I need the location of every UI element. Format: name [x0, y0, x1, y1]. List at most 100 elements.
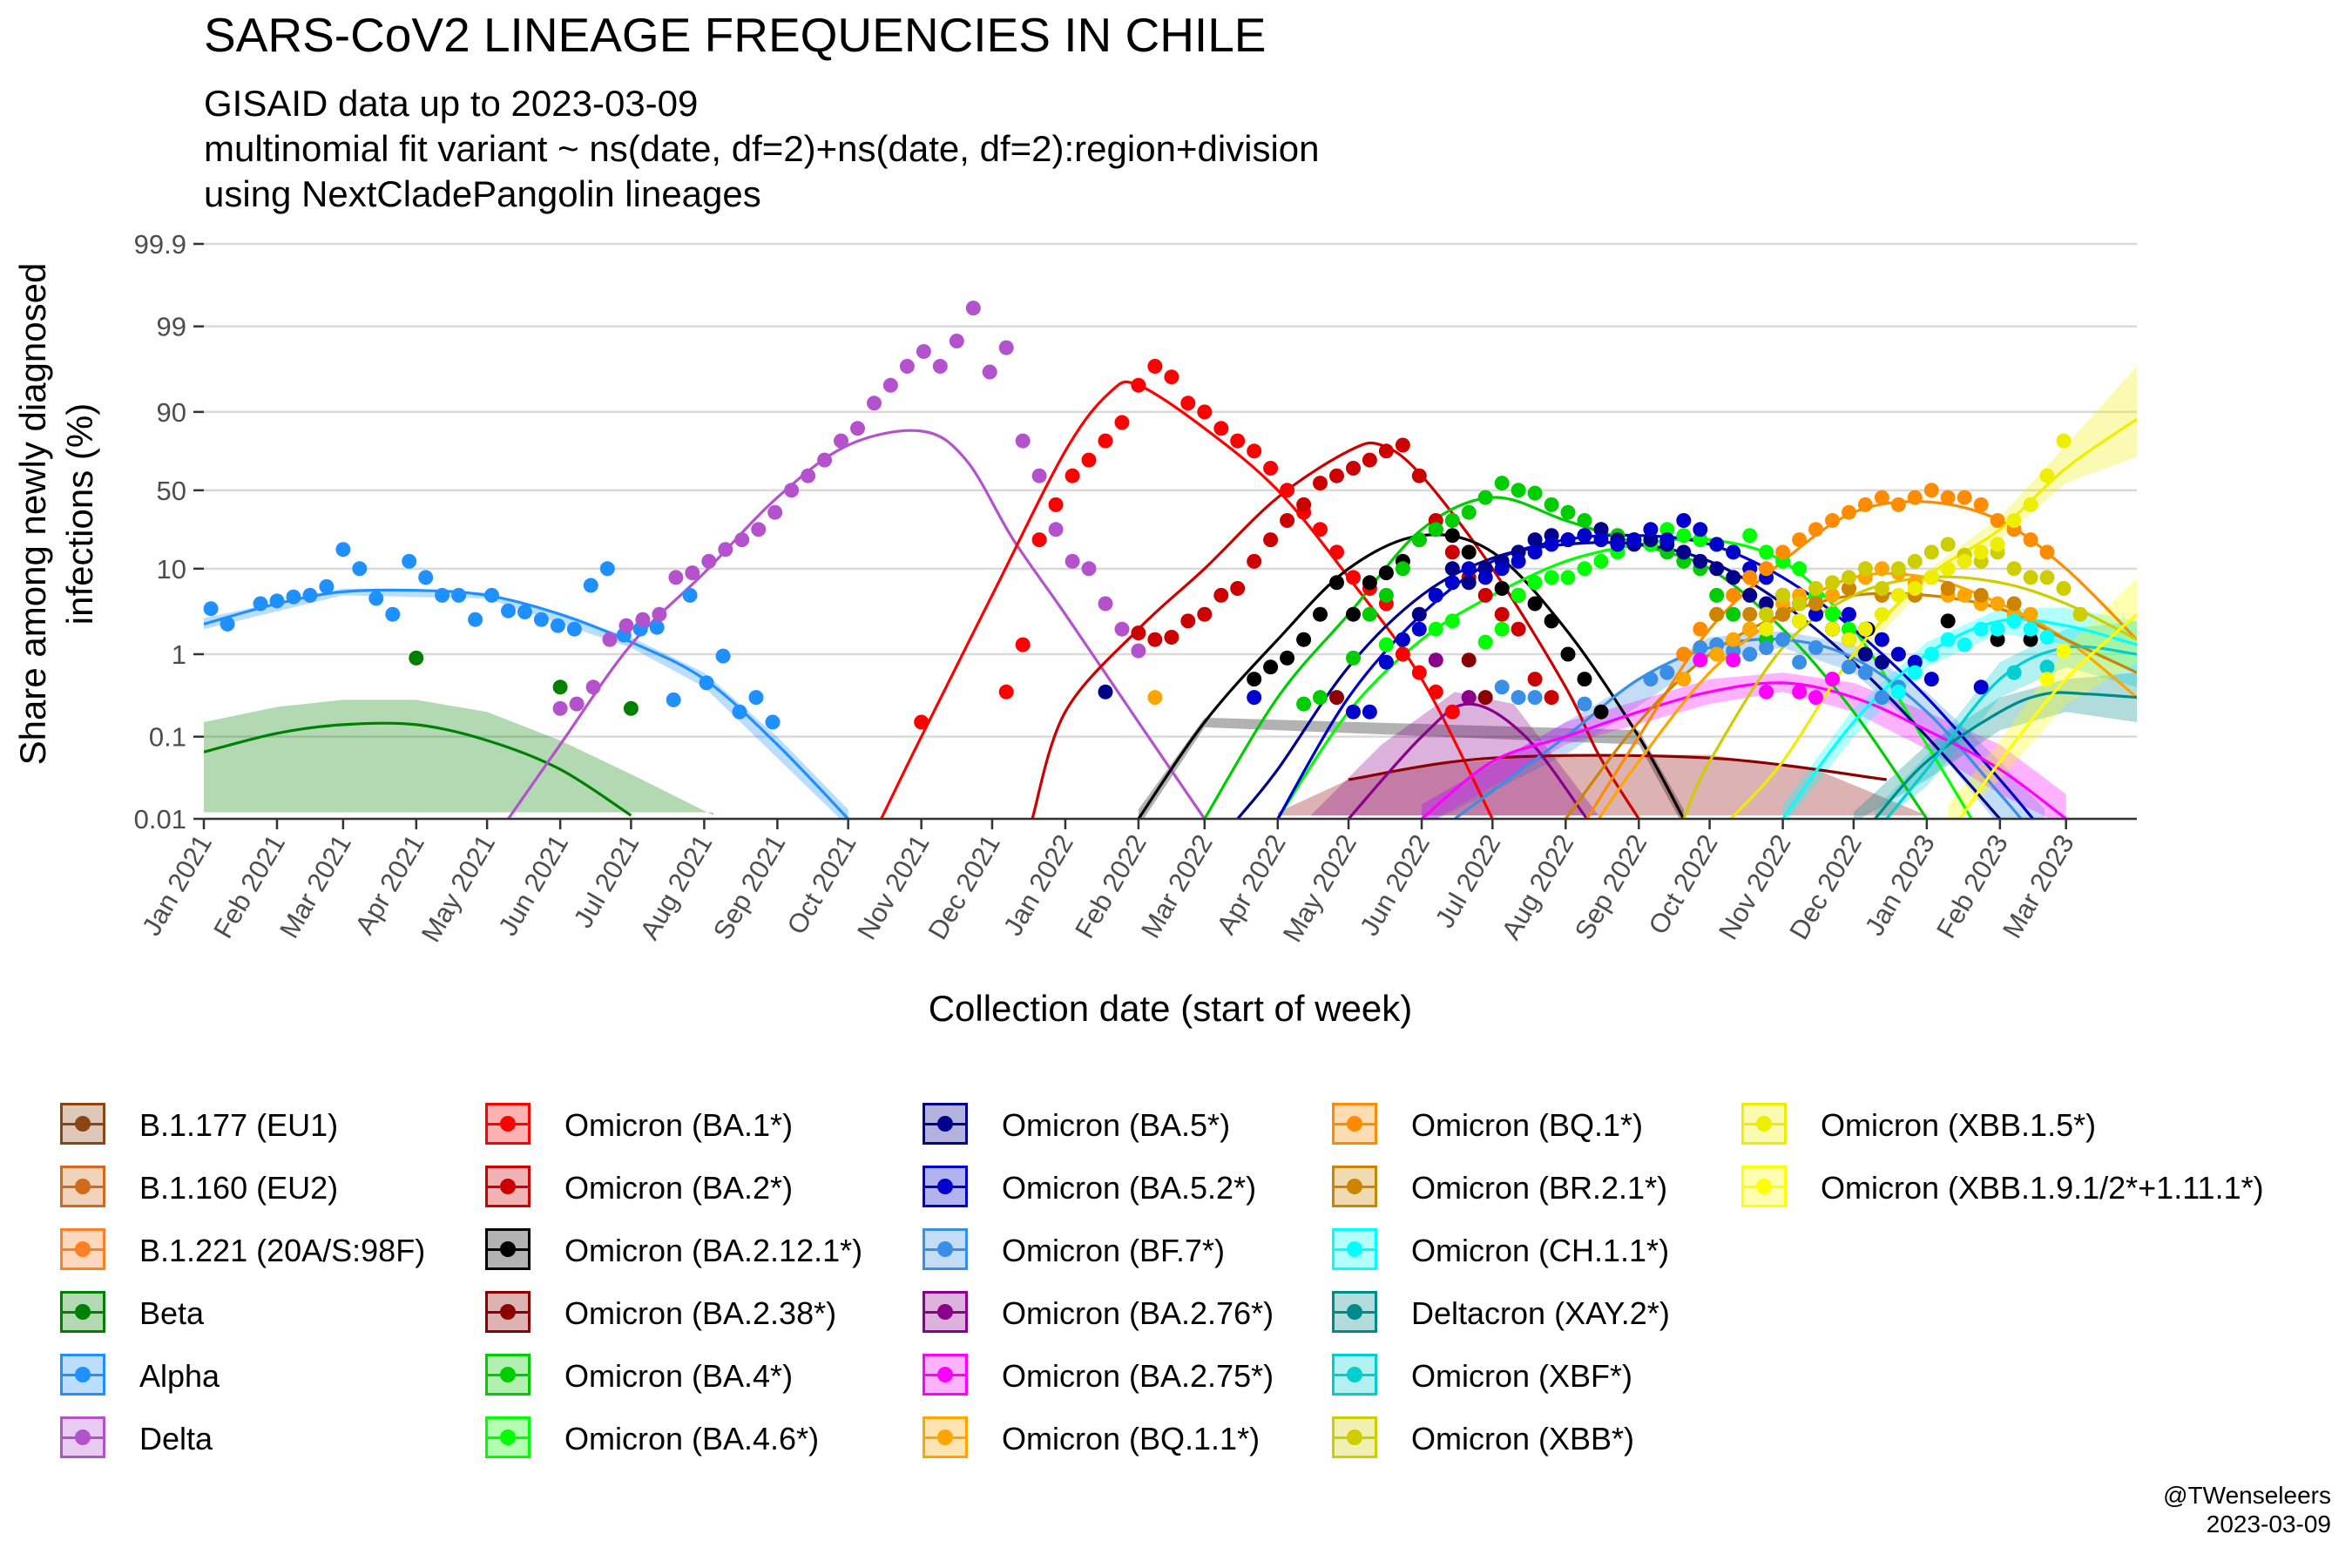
legend-item-omicron-ch-1-1: Omicron (CH.1.1*): [1329, 1225, 1669, 1277]
x-tick-label: Sep 2021: [707, 829, 792, 944]
legend-item-b-1-221-20a-s-98f: B.1.221 (20A/S:98F): [57, 1225, 425, 1277]
point-omicron-ba-2-12-1: [1494, 581, 1510, 596]
point-omicron-ch-1-1: [1907, 665, 1923, 680]
legend-label: Beta: [139, 1295, 205, 1331]
legend-item-omicron-xbf: Omicron (XBF*): [1329, 1350, 1632, 1402]
point-delta: [1048, 522, 1064, 537]
point-delta: [982, 364, 997, 380]
point-delta: [1131, 643, 1146, 659]
point-omicron-xbb: [2056, 581, 2072, 596]
point-omicron-ba-2: [1329, 468, 1344, 483]
legend-label: Omicron (BA.5*): [1002, 1107, 1231, 1143]
point-omicron-bf-7: [1775, 632, 1791, 647]
point-omicron-ba-5: [1643, 532, 1659, 548]
point-omicron-bq-1: [1726, 587, 1741, 603]
point-omicron-ba-4-6: [1742, 528, 1758, 544]
point-omicron-bq-1-1: [1742, 621, 1758, 637]
point-omicron-ba-2-12-1: [1329, 575, 1344, 591]
point-omicron-ba-2: [1313, 476, 1328, 491]
point-delta: [801, 468, 816, 483]
point-omicron-ba-2-12-1: [1940, 613, 1956, 629]
point-omicron-ba-4: [1296, 696, 1312, 712]
legend-item-omicron-ba-2-38: Omicron (BA.2.38*): [483, 1288, 836, 1340]
point-omicron-ba-5-2: [1511, 553, 1526, 569]
legend-item-delta: Delta: [57, 1413, 213, 1465]
point-omicron-ba-2: [1411, 468, 1427, 483]
point-omicron-bq-1: [1874, 490, 1889, 505]
point-omicron-bf-7: [1693, 640, 1708, 655]
point-delta: [850, 421, 865, 436]
x-tick-label: Jun 2021: [492, 829, 574, 941]
point-beta: [409, 650, 424, 666]
band-alpha: [204, 588, 848, 819]
point-omicron-ba-4: [1477, 490, 1493, 505]
point-omicron-ba-1: [1346, 570, 1361, 585]
point-omicron-bq-1: [2039, 544, 2055, 560]
point-omicron-ba-5-2: [1428, 587, 1443, 603]
point-omicron-ba-2-75: [1825, 672, 1840, 687]
point-omicron-ba-4-6: [1693, 532, 1708, 548]
point-omicron-ba-5-2: [1477, 570, 1493, 585]
point-omicron-ba-4-6: [1593, 553, 1609, 569]
point-alpha: [583, 578, 598, 593]
point-omicron-ba-5: [1693, 553, 1708, 569]
point-omicron-ba-5: [1709, 561, 1725, 577]
point-delta: [817, 452, 833, 468]
point-omicron-ba-1: [1131, 377, 1146, 393]
point-omicron-ba-2: [1164, 630, 1179, 645]
point-omicron-ba-2-38: [1477, 690, 1493, 706]
point-omicron-ba-1: [914, 714, 929, 730]
point-delta: [1098, 596, 1113, 612]
point-omicron-bq-1: [1957, 490, 1972, 505]
point-omicron-ba-2-12-1: [1577, 672, 1592, 687]
point-delta: [1015, 433, 1031, 449]
point-omicron-xbb-1-5: [2023, 497, 2038, 512]
point-omicron-ba-2-75: [1693, 652, 1708, 668]
point-alpha: [649, 619, 665, 635]
point-omicron-ba-2: [1378, 443, 1394, 459]
point-omicron-ba-1: [1048, 497, 1064, 512]
point-omicron-ba-5-2: [1577, 528, 1592, 544]
point-omicron-bq-1: [1973, 497, 1989, 512]
point-omicron-ba-2-12-1: [1990, 632, 2005, 647]
point-omicron-xbb: [1759, 606, 1774, 622]
legend-item-omicron-bf-7: Omicron (BF.7*): [920, 1225, 1225, 1277]
point-omicron-ba-2: [1511, 621, 1526, 637]
point-omicron-ba-2: [1280, 513, 1295, 528]
legend-label: Omicron (BA.2.38*): [564, 1295, 837, 1331]
legend-label: Omicron (BA.2*): [564, 1170, 794, 1206]
point-alpha: [533, 612, 549, 627]
point-omicron-ch-1-1: [1923, 646, 1939, 662]
legend-item-omicron-xbb-1-5: Omicron (XBB.1.5*): [1739, 1099, 2096, 1152]
legend-label: Omicron (BQ.1.1*): [1002, 1421, 1260, 1456]
point-alpha: [566, 621, 582, 637]
point-alpha: [666, 692, 681, 707]
legend-key: [920, 1288, 974, 1339]
legend-label: Delta: [139, 1421, 213, 1456]
legend-item-b-1-160-eu2: B.1.160 (EU2): [57, 1162, 338, 1214]
legend-item-omicron-ba-2-75: Omicron (BA.2.75*): [920, 1350, 1274, 1402]
point-omicron-ba-1: [1411, 665, 1427, 680]
point-omicron-ba-4: [1444, 513, 1460, 528]
point-delta: [751, 522, 767, 537]
point-omicron-ba-2-12-1: [1280, 650, 1295, 666]
point-omicron-bf-7: [1643, 672, 1659, 687]
point-omicron-ba-5-2: [1659, 532, 1675, 548]
point-delta: [552, 700, 568, 716]
point-omicron-bq-1: [1890, 497, 1906, 512]
x-tick-label: Aug 2021: [634, 829, 719, 944]
point-omicron-ba-2-12-1: [1527, 596, 1543, 612]
point-omicron-ba-1: [1015, 637, 1031, 652]
legend-label: Omicron (BA.2.12.1*): [564, 1233, 863, 1268]
point-omicron-ba-2: [1131, 625, 1146, 641]
legend-label: B.1.177 (EU1): [139, 1107, 339, 1143]
legend-label: Omicron (BQ.1*): [1411, 1107, 1644, 1143]
point-omicron-ba-5-2: [1973, 679, 1989, 695]
x-tick-label: Jan 2021: [136, 829, 218, 941]
point-omicron-xbb: [1874, 581, 1889, 596]
point-omicron-ba-5: [1759, 596, 1774, 612]
point-omicron-xbb: [1792, 596, 1808, 612]
legend-label: B.1.160 (EU2): [139, 1170, 339, 1206]
point-omicron-bq-1: [1990, 513, 2005, 528]
